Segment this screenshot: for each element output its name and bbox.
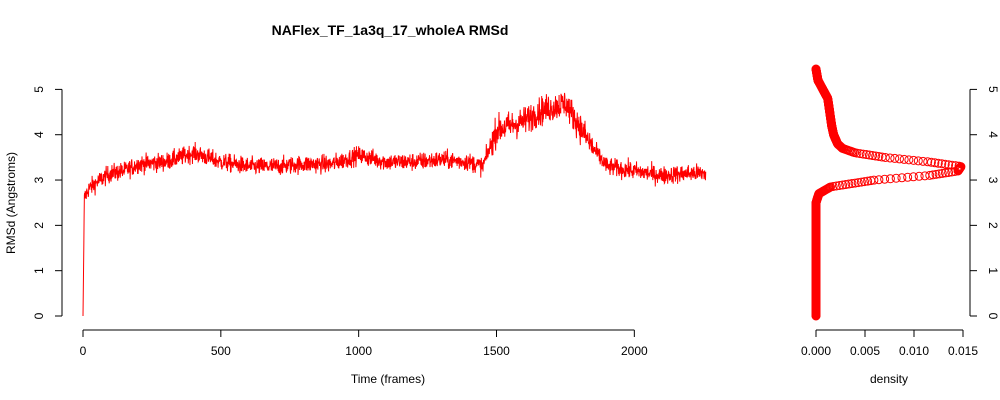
density-point (853, 178, 863, 188)
density-y-tick-label: 3 (986, 177, 1000, 184)
density-y-axis: 0 1 2 3 4 5 (969, 86, 1000, 320)
density-point (897, 173, 907, 183)
density-point (894, 154, 904, 164)
density-point (925, 170, 935, 180)
density-point (918, 156, 928, 166)
density-point (871, 151, 881, 161)
y-tick-label: 2 (32, 222, 46, 229)
density-point (869, 175, 879, 185)
density-point (861, 150, 871, 160)
chart-title: NAFlex_TF_1a3q_17_wholeA RMSd (272, 22, 509, 38)
density-point (937, 168, 947, 178)
density-point (811, 64, 821, 74)
rmsd-time-plot: 0 500 1000 1500 2000 0 1 2 3 4 5 Time (frames) RM… (4, 86, 707, 386)
density-point (874, 151, 884, 161)
density-point (930, 158, 940, 168)
y-tick-label: 4 (32, 131, 46, 138)
density-point (885, 174, 895, 184)
density-point (858, 149, 868, 159)
density-point (831, 181, 841, 191)
density-point (844, 179, 854, 189)
density-point (868, 151, 878, 161)
density-point (850, 178, 860, 188)
density-y-tick-label: 2 (986, 222, 1000, 229)
density-point (926, 157, 936, 167)
density-point (838, 180, 848, 190)
y-tick-label: 1 (32, 267, 46, 274)
density-point (828, 181, 838, 191)
density-point (940, 168, 950, 178)
density-point (951, 161, 961, 171)
density-point (937, 159, 947, 169)
x-tick-label: 2000 (621, 344, 648, 358)
density-point (933, 158, 943, 168)
density-point (904, 155, 914, 165)
density-point (880, 174, 890, 184)
density-point (944, 160, 954, 170)
density-point (891, 173, 901, 183)
density-point (913, 156, 923, 166)
x-axis-label: Time (frames) (351, 372, 425, 386)
y-tick-label: 0 (32, 312, 46, 319)
density-y-tick-label: 1 (986, 267, 1000, 274)
rmsd-line (82, 92, 707, 317)
y-tick-label: 3 (32, 176, 46, 183)
density-point (834, 180, 844, 190)
density-x-axis: 0.000 0.005 0.010 0.015 (801, 329, 978, 358)
x-axis: 0 500 1000 1500 2000 (80, 329, 648, 358)
y-tick-label: 5 (32, 86, 46, 93)
density-point (947, 160, 957, 170)
density-x-axis-label: density (870, 372, 908, 386)
x-tick-label: 1000 (345, 344, 372, 358)
density-plot: 0.000 0.005 0.010 0.015 0 1 2 3 4 5 density (801, 64, 1000, 386)
density-point (860, 177, 869, 187)
density-point (863, 176, 873, 186)
density-point (864, 150, 874, 160)
density-y-tick-label: 5 (986, 86, 1000, 93)
rmsd-line-series (82, 92, 707, 317)
y-axis-label: RMSd (Angstroms) (4, 152, 18, 254)
density-x-tick-label: 0.015 (948, 344, 978, 358)
density-point (909, 155, 919, 165)
density-point (914, 171, 924, 181)
density-point (934, 169, 944, 179)
density-point (877, 152, 887, 162)
density-point (855, 149, 865, 159)
x-tick-label: 500 (211, 344, 231, 358)
density-point (903, 172, 913, 182)
x-tick-label: 0 (80, 344, 87, 358)
density-point (954, 161, 964, 171)
x-tick-label: 1500 (483, 344, 510, 358)
y-axis: 0 1 2 3 4 5 (32, 86, 63, 319)
density-point (890, 153, 900, 163)
density-x-tick-label: 0.005 (850, 344, 880, 358)
density-x-tick-label: 0.010 (899, 344, 929, 358)
density-point (874, 175, 884, 185)
density-point (841, 180, 851, 190)
density-point (940, 159, 950, 169)
density-x-tick-label: 0.000 (801, 344, 831, 358)
density-y-tick-label: 4 (986, 131, 1000, 138)
density-point (923, 157, 933, 167)
density-point (847, 179, 857, 189)
density-point (931, 169, 941, 179)
density-point (899, 154, 909, 164)
density-point (856, 177, 866, 187)
density-point (880, 152, 890, 162)
density-points-series (811, 64, 966, 321)
density-point (928, 170, 938, 180)
density-point (908, 172, 918, 182)
density-y-tick-label: 0 (986, 313, 1000, 320)
